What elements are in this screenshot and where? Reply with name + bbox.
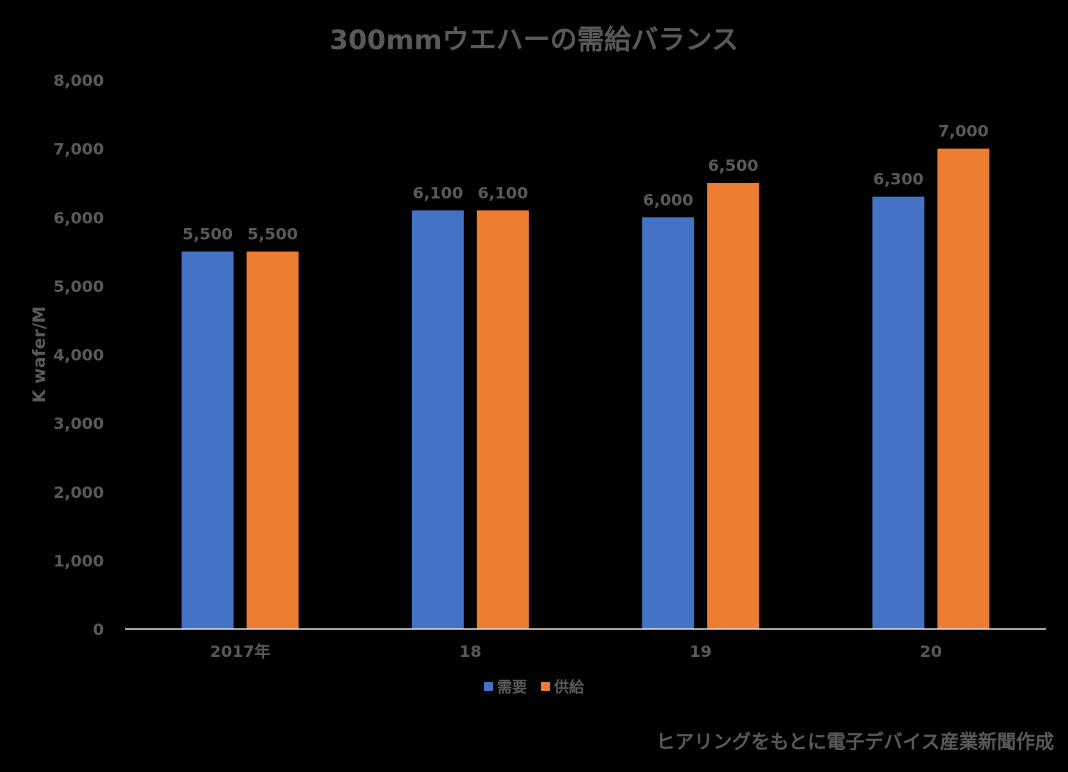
data-label: 5,500 bbox=[182, 225, 233, 244]
y-tick-label: 0 bbox=[93, 620, 104, 639]
y-axis-label: K wafer/M bbox=[30, 306, 50, 403]
legend-swatch-demand bbox=[483, 682, 493, 691]
y-tick-label: 1,000 bbox=[53, 551, 104, 570]
legend-label-demand: 需要 bbox=[496, 678, 527, 696]
data-label: 6,100 bbox=[413, 183, 464, 202]
bar-supply bbox=[937, 148, 990, 629]
y-tick-label: 7,000 bbox=[53, 140, 104, 159]
x-tick-label: 2017年 bbox=[210, 642, 271, 661]
y-tick-label: 2,000 bbox=[53, 483, 104, 502]
data-label: 6,500 bbox=[708, 156, 759, 175]
source-note: ヒアリングをもとに電子デバイス産業新聞作成 bbox=[655, 731, 1054, 753]
bar-supply bbox=[246, 251, 299, 629]
y-tick-label: 5,000 bbox=[53, 277, 104, 296]
y-tick-label: 6,000 bbox=[53, 208, 104, 227]
x-tick-label: 18 bbox=[459, 642, 481, 661]
x-tick-label: 19 bbox=[689, 642, 711, 661]
bar-demand bbox=[411, 210, 464, 629]
x-tick-label: 20 bbox=[920, 642, 942, 661]
data-label: 5,500 bbox=[247, 225, 298, 244]
data-label: 6,100 bbox=[478, 183, 529, 202]
bar-demand bbox=[872, 196, 925, 629]
legend-swatch-supply bbox=[541, 682, 550, 691]
legend-item-supply: 供給 bbox=[541, 676, 584, 697]
y-tick-label: 4,000 bbox=[53, 346, 104, 365]
legend-label-supply: 供給 bbox=[554, 678, 585, 696]
legend-item-demand: 需要 bbox=[483, 676, 527, 697]
legend: 需要 供給 bbox=[0, 676, 1068, 697]
y-tick-label: 8,000 bbox=[53, 71, 104, 90]
bar-supply bbox=[476, 210, 529, 629]
data-label: 6,000 bbox=[643, 190, 694, 209]
bar-demand bbox=[642, 217, 695, 629]
bar-supply bbox=[707, 182, 760, 629]
data-label: 6,300 bbox=[873, 170, 924, 189]
chart-title: 300mmウエハーの需給バランス bbox=[329, 25, 739, 56]
bar-demand bbox=[181, 251, 234, 629]
data-label: 7,000 bbox=[938, 122, 989, 141]
y-tick-label: 3,000 bbox=[53, 414, 104, 433]
